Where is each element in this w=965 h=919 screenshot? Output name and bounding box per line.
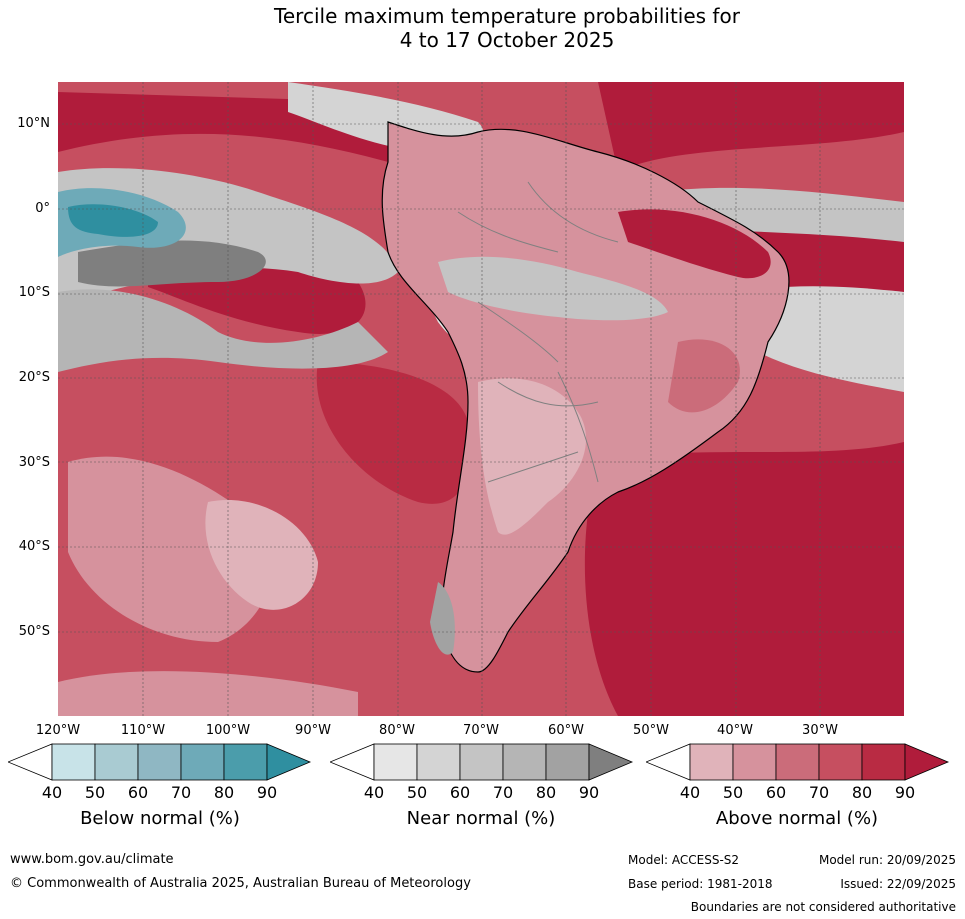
above-seg-4 bbox=[818, 743, 863, 781]
below-seg-low bbox=[8, 743, 53, 781]
near-tick-60: 60 bbox=[449, 783, 471, 802]
country-borders bbox=[457, 181, 619, 483]
above-seg-2 bbox=[732, 743, 777, 781]
issued-date: Issued: 22/09/2025 bbox=[840, 877, 956, 891]
above-tick-90: 90 bbox=[894, 783, 916, 802]
lat-label-0: 0° bbox=[35, 201, 50, 216]
above-seg-high bbox=[904, 743, 950, 781]
copyright-text: © Commonwealth of Australia 2025, Austra… bbox=[10, 876, 471, 891]
near-seg-high bbox=[588, 743, 634, 781]
near-tick-90: 90 bbox=[578, 783, 600, 802]
above-seg-3 bbox=[775, 743, 820, 781]
above-seg-low bbox=[646, 743, 691, 781]
lon-label-90w: 90°W bbox=[295, 723, 331, 738]
below-tick-70: 70 bbox=[170, 783, 192, 802]
below-normal-galapagos-core bbox=[68, 204, 158, 237]
above-tick-80: 80 bbox=[851, 783, 873, 802]
above-tick-70: 70 bbox=[808, 783, 830, 802]
below-seg-2 bbox=[94, 743, 139, 781]
near-seg-5 bbox=[545, 743, 590, 781]
colorbar-above bbox=[646, 743, 950, 781]
near-seg-2 bbox=[416, 743, 461, 781]
model-name: Model: ACCESS-S2 bbox=[628, 853, 740, 867]
lon-label-40w: 40°W bbox=[717, 723, 753, 738]
interior-near-normal bbox=[438, 256, 668, 321]
lat-label-30s: 30°S bbox=[18, 455, 50, 470]
interior-pale-region bbox=[478, 378, 587, 535]
lon-label-110w: 110°W bbox=[120, 723, 166, 738]
above-north-atlantic bbox=[598, 82, 904, 172]
lat-label-10s: 10°S bbox=[18, 285, 50, 300]
near-normal-pacific-dark bbox=[78, 240, 266, 287]
above-pale-south-pacific-3 bbox=[58, 671, 358, 716]
near-tick-70: 70 bbox=[492, 783, 514, 802]
lon-label-30w: 30°W bbox=[802, 723, 838, 738]
above-strong-southeast-pacific bbox=[316, 362, 471, 504]
near-seg-4 bbox=[502, 743, 547, 781]
lon-label-50w: 50°W bbox=[633, 723, 669, 738]
near-seg-low bbox=[330, 743, 375, 781]
above-tick-40: 40 bbox=[679, 783, 701, 802]
near-normal-pacific-mid bbox=[58, 289, 388, 372]
lon-label-120w: 120°W bbox=[35, 723, 81, 738]
colorbar-near bbox=[330, 743, 634, 781]
below-tick-50: 50 bbox=[84, 783, 106, 802]
graticule bbox=[58, 82, 904, 716]
above-tick-50: 50 bbox=[722, 783, 744, 802]
near-seg-1 bbox=[373, 743, 418, 781]
model-run: Model run: 20/09/2025 bbox=[818, 853, 956, 867]
lat-label-20s: 20°S bbox=[18, 370, 50, 385]
brazil-above-strong bbox=[618, 209, 771, 279]
title-line-1: Tercile maximum temperature probabilitie… bbox=[274, 4, 740, 28]
website-link[interactable]: www.bom.gov.au/climate bbox=[10, 852, 174, 867]
near-tick-50: 50 bbox=[406, 783, 428, 802]
probability-map bbox=[58, 82, 904, 716]
colorbar-below-title: Below normal (%) bbox=[80, 808, 240, 829]
title-line-2: 4 to 17 October 2025 bbox=[399, 28, 615, 52]
above-seg-5 bbox=[861, 743, 906, 781]
lon-label-100w: 100°W bbox=[205, 723, 251, 738]
above-pale-south-pacific-2 bbox=[205, 500, 318, 610]
lat-label-40s: 40°S bbox=[18, 539, 50, 554]
colorbar-near-title: Near normal (%) bbox=[406, 808, 556, 829]
above-strong-south-atlantic bbox=[584, 442, 904, 716]
disclaimer: Boundaries are not considered authoritat… bbox=[690, 900, 956, 914]
below-seg-1 bbox=[51, 743, 96, 781]
base-period: Base period: 1981-2018 bbox=[628, 877, 773, 891]
below-tick-40: 40 bbox=[41, 783, 63, 802]
lon-label-60w: 60°W bbox=[548, 723, 584, 738]
brazil-east-above bbox=[668, 339, 740, 413]
below-tick-90: 90 bbox=[256, 783, 278, 802]
below-seg-high bbox=[266, 743, 312, 781]
below-tick-60: 60 bbox=[127, 783, 149, 802]
map-title: Tercile maximum temperature probabilitie… bbox=[0, 4, 965, 52]
below-seg-5 bbox=[223, 743, 268, 781]
near-tick-40: 40 bbox=[363, 783, 385, 802]
near-tick-80: 80 bbox=[535, 783, 557, 802]
colorbar-below bbox=[8, 743, 312, 781]
lon-label-70w: 70°W bbox=[463, 723, 499, 738]
lat-label-10n: 10°N bbox=[17, 116, 50, 131]
patagonia-near bbox=[430, 582, 455, 655]
lat-label-50s: 50°S bbox=[18, 624, 50, 639]
map-graphic bbox=[58, 82, 904, 716]
above-tick-60: 60 bbox=[765, 783, 787, 802]
above-seg-1 bbox=[689, 743, 734, 781]
below-seg-4 bbox=[180, 743, 225, 781]
near-seg-3 bbox=[459, 743, 504, 781]
lon-label-80w: 80°W bbox=[379, 723, 415, 738]
below-seg-3 bbox=[137, 743, 182, 781]
below-tick-80: 80 bbox=[213, 783, 235, 802]
colorbar-above-title: Above normal (%) bbox=[715, 808, 879, 829]
